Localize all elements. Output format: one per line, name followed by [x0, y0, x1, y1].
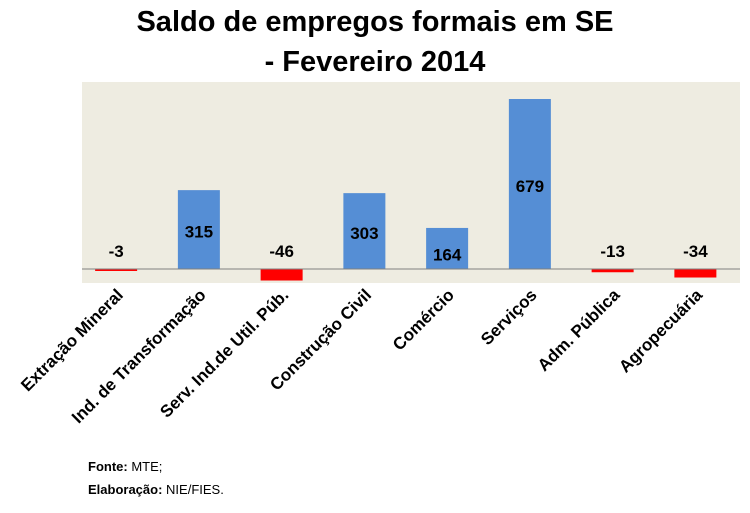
- source-note: Fonte: MTE;: [88, 459, 162, 474]
- bar-6: [591, 269, 634, 273]
- category-label-7: Agropecuária: [615, 285, 706, 376]
- bar-5: [508, 99, 551, 269]
- data-label-1: 315: [185, 223, 213, 242]
- data-label-7: -34: [683, 242, 708, 261]
- credit-value: NIE/FIES.: [162, 482, 224, 497]
- data-label-2: -46: [269, 242, 294, 261]
- data-label-6: -13: [600, 242, 625, 261]
- category-label-6: Adm. Pública: [534, 285, 624, 375]
- data-label-0: -3: [109, 242, 124, 261]
- data-label-4: 164: [433, 245, 462, 264]
- bar-2: [260, 269, 303, 281]
- source-value: MTE;: [127, 459, 163, 474]
- bar-4: [426, 227, 469, 269]
- bar-3: [343, 193, 386, 269]
- category-label-1: Ind. de Transformação: [68, 285, 210, 427]
- credit-label: Elaboração:: [88, 482, 163, 497]
- bar-0: [95, 269, 138, 271]
- data-label-5: 679: [516, 177, 544, 196]
- chart-title-line1: Saldo de empregos formais em SE: [136, 6, 614, 38]
- credit-note: Elaboração: NIE/FIES.: [88, 482, 224, 497]
- category-label-5: Serviços: [477, 285, 541, 349]
- chart-title-line2: - Fevereiro 2014: [264, 46, 486, 78]
- source-label: Fonte:: [88, 459, 128, 474]
- bar-7: [674, 269, 717, 278]
- category-label-4: Comércio: [389, 285, 458, 354]
- bar-1: [177, 190, 220, 269]
- data-label-3: 303: [350, 224, 378, 243]
